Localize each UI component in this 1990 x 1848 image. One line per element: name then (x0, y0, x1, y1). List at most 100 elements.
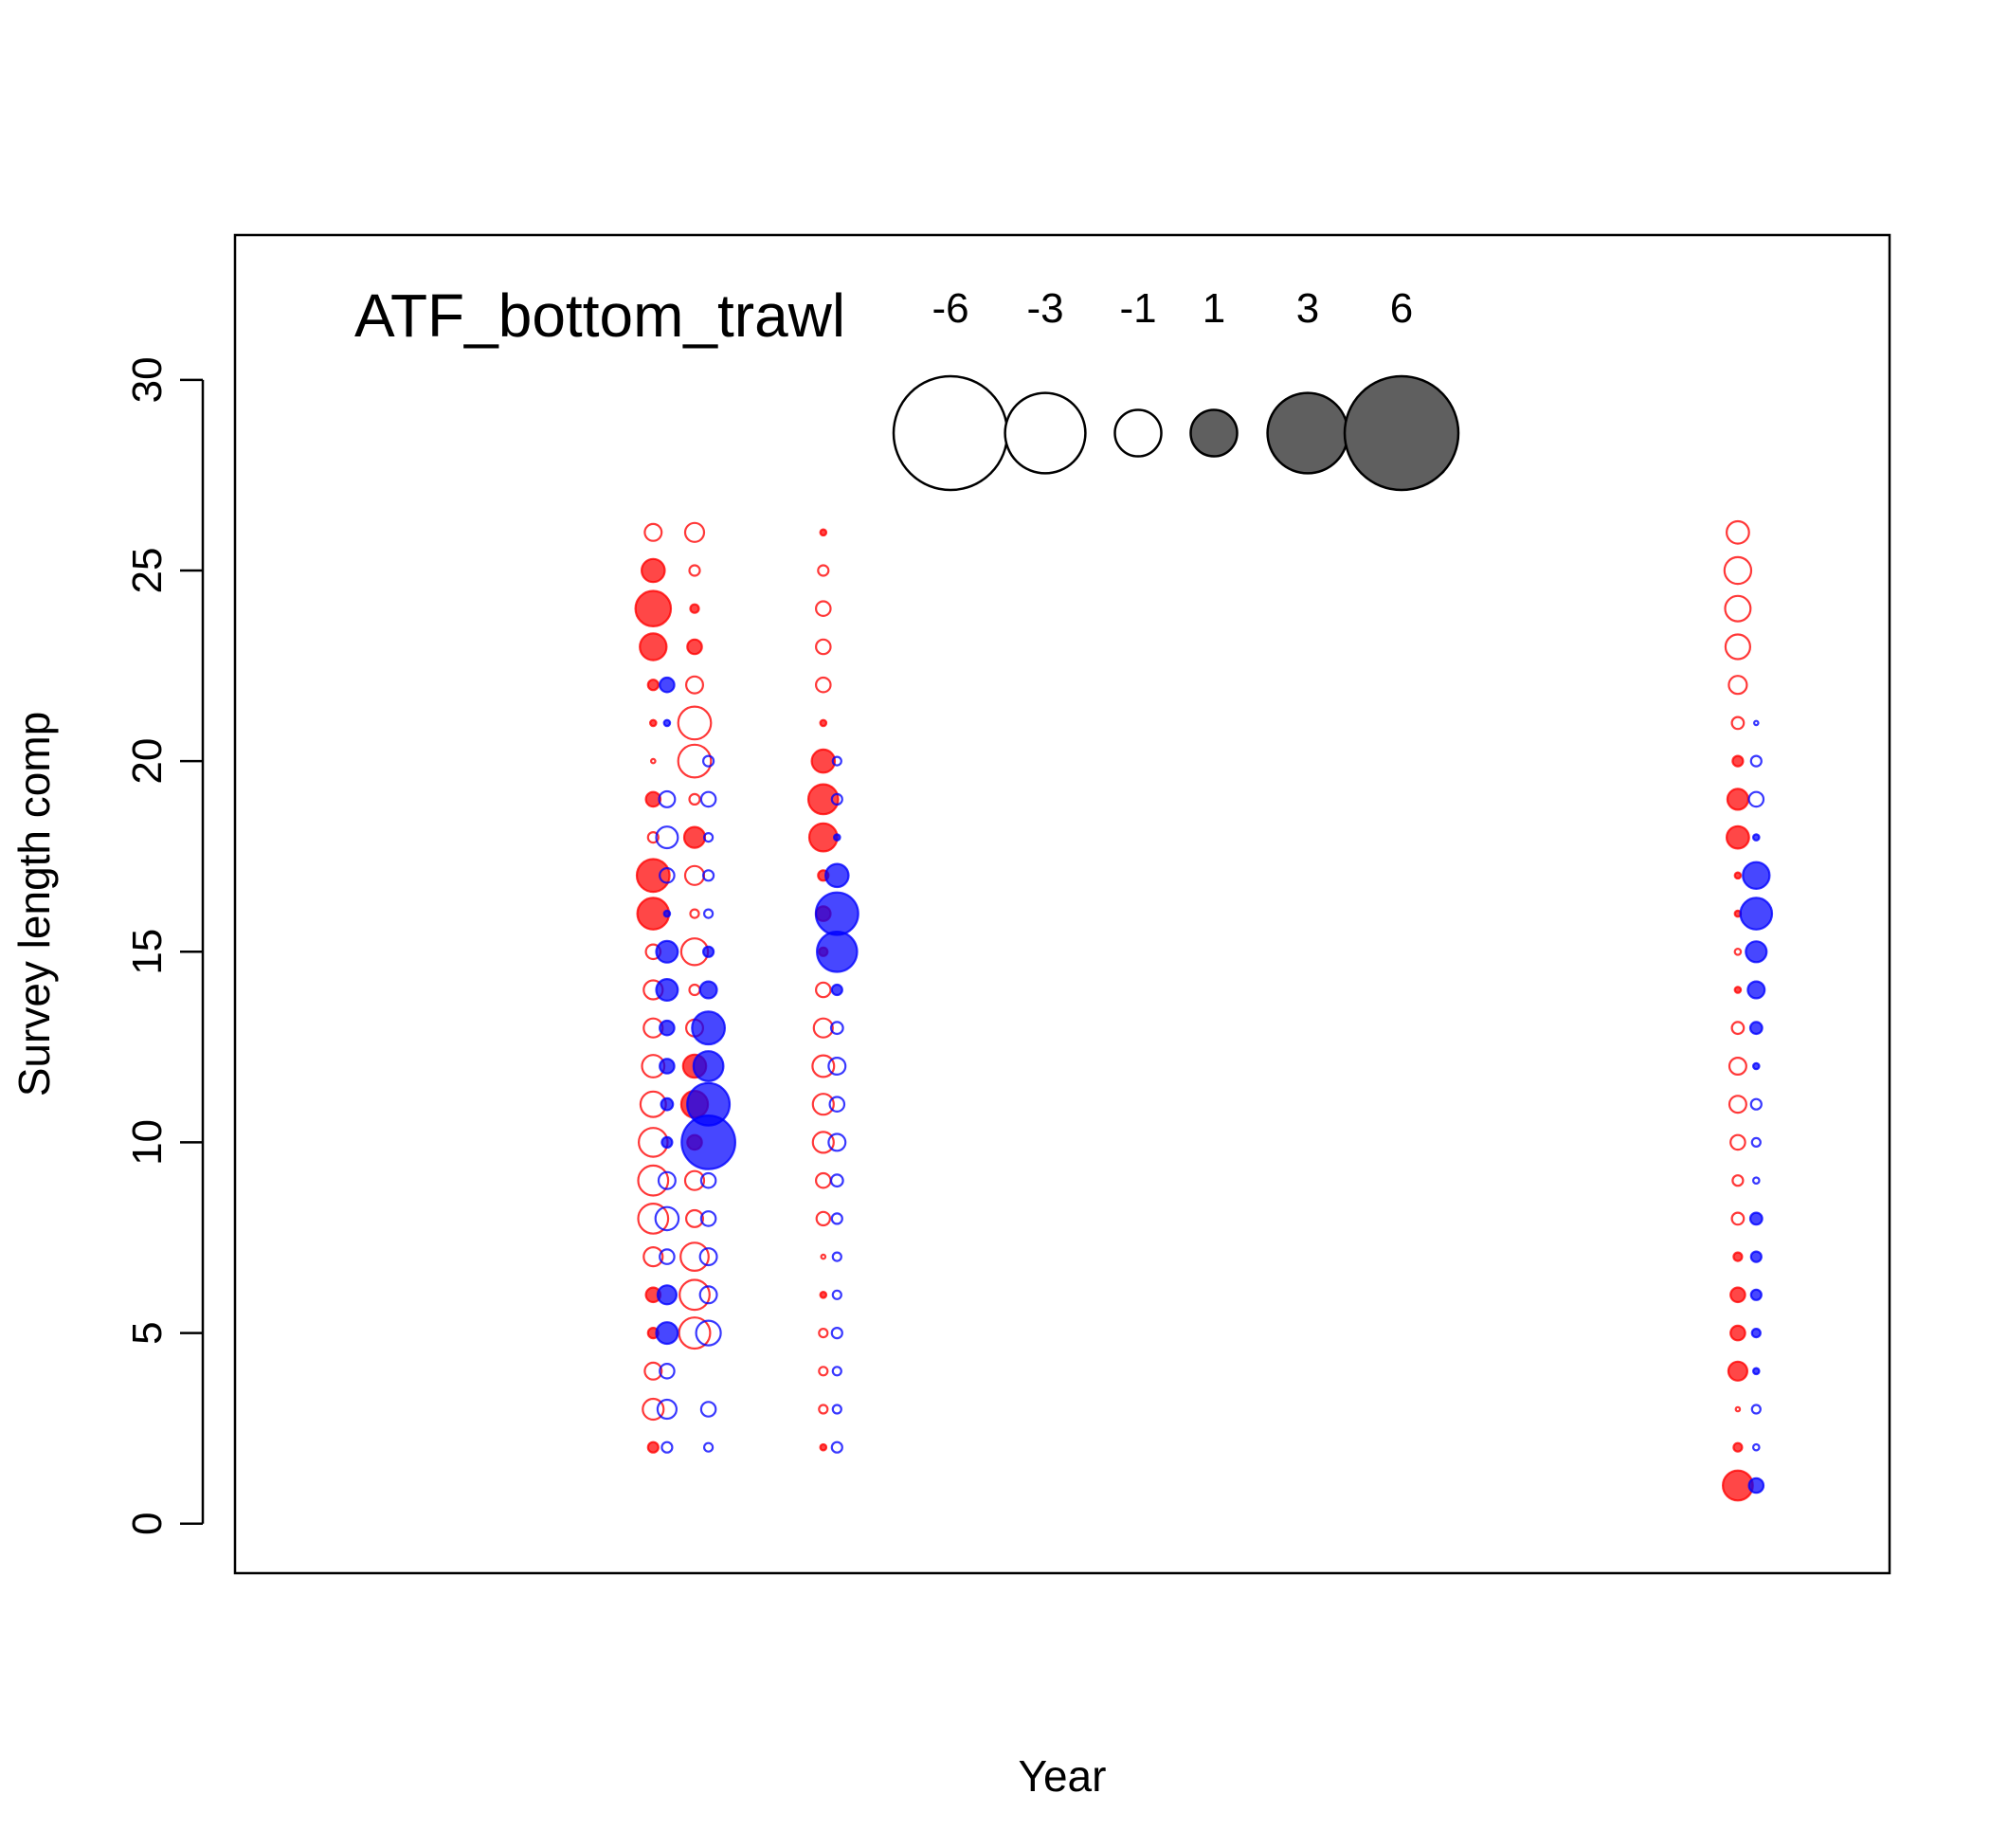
legend-bubble-3 (1189, 408, 1239, 458)
bubble-s1-62 (811, 1093, 835, 1116)
bubble-s2-15 (656, 1284, 678, 1306)
bubble-s1-4 (646, 679, 660, 692)
bubble-s2-34 (698, 1285, 718, 1305)
bubble-s2-0 (659, 676, 676, 694)
bubble-s1-46 (678, 1316, 712, 1350)
bubble-s1-53 (810, 748, 837, 774)
bubble-s2-71 (1749, 1250, 1763, 1263)
bubble-s1-1 (640, 557, 666, 584)
legend-label-0: -6 (932, 285, 968, 332)
bubble-s2-55 (831, 1404, 842, 1415)
bubble-s2-13 (654, 1205, 680, 1232)
bubble-s2-6 (655, 939, 679, 964)
bubble-s2-61 (1742, 861, 1771, 891)
bubble-s2-5 (662, 909, 672, 918)
bubble-s2-72 (1749, 1288, 1763, 1301)
bubble-s2-77 (1747, 1477, 1765, 1495)
bubble-s2-30 (680, 1114, 736, 1170)
bubble-s2-12 (657, 1170, 677, 1190)
bubble-s1-67 (819, 1291, 828, 1299)
bubble-s2-53 (830, 1326, 843, 1340)
bubble-s1-81 (1733, 871, 1743, 880)
bubble-s1-42 (683, 1169, 706, 1191)
bubble-s1-85 (1730, 1021, 1746, 1036)
bubble-s2-23 (701, 869, 715, 882)
bubble-s2-56 (830, 1440, 843, 1454)
bubble-s1-63 (811, 1131, 835, 1154)
bubble-s2-3 (655, 825, 679, 850)
bubble-s1-9 (635, 858, 671, 894)
legend-bubble-2 (1113, 408, 1163, 458)
bubble-s1-95 (1734, 1405, 1742, 1413)
bubble-s1-61 (811, 1054, 836, 1078)
bubble-s2-49 (829, 1173, 844, 1188)
bubble-s2-75 (1750, 1404, 1762, 1415)
bubble-s2-62 (1739, 897, 1774, 931)
y-tick-label-0: 0 (124, 1512, 171, 1534)
bubble-s2-17 (659, 1363, 676, 1380)
bubble-s1-91 (1732, 1251, 1744, 1262)
legend-label-3: 1 (1203, 285, 1225, 332)
bubble-s1-33 (682, 825, 707, 849)
bubble-s1-22 (643, 1361, 663, 1381)
bubble-s1-0 (643, 522, 663, 542)
bubble-s2-7 (655, 977, 679, 1002)
bubble-s2-39 (830, 792, 843, 806)
bubble-s1-43 (684, 1208, 704, 1228)
bubble-s1-23 (642, 1397, 665, 1422)
bubble-s2-48 (827, 1132, 847, 1152)
bubble-s1-89 (1731, 1174, 1745, 1187)
bubble-s1-8 (646, 830, 660, 844)
bubble-s2-8 (659, 1019, 676, 1037)
bubble-s2-44 (830, 983, 843, 997)
bubble-s2-45 (829, 1021, 844, 1036)
bubble-s1-31 (677, 743, 713, 779)
panel-label: ATF_bottom_trawl (354, 281, 845, 350)
bubble-s2-68 (1750, 1136, 1762, 1149)
bubble-s2-2 (658, 789, 677, 808)
bubble-s1-6 (649, 757, 657, 765)
bubble-s1-52 (819, 718, 828, 728)
bubble-s2-27 (691, 1010, 726, 1046)
bubble-s2-50 (830, 1212, 843, 1225)
bubble-s2-14 (659, 1248, 676, 1265)
bubble-s2-21 (699, 790, 717, 808)
bubble-s1-35 (689, 908, 700, 919)
bubble-s1-90 (1730, 1211, 1746, 1226)
bubble-s1-93 (1729, 1324, 1746, 1342)
bubble-s2-24 (702, 908, 715, 919)
bubble-s1-48 (817, 564, 830, 577)
bubble-s1-94 (1727, 1360, 1749, 1382)
bubble-s2-26 (698, 980, 718, 1000)
bubble-s2-65 (1748, 1021, 1764, 1036)
bubble-s2-16 (655, 1321, 679, 1346)
bubble-s1-73 (1723, 555, 1753, 586)
y-axis: 0 5 10 15 20 25 30 (124, 356, 205, 1535)
bubble-s1-29 (684, 675, 704, 695)
bubble-s2-76 (1752, 1442, 1761, 1452)
y-tick-label-5: 5 (124, 1321, 171, 1344)
bubble-s1-60 (812, 1017, 834, 1039)
bubble-s1-28 (686, 638, 703, 656)
bubble-s1-50 (814, 638, 832, 656)
bubble-s2-9 (659, 1058, 676, 1075)
bubble-s2-59 (1747, 790, 1765, 808)
bubble-s1-79 (1726, 788, 1750, 811)
legend-label-5: 6 (1390, 285, 1413, 332)
bubble-s2-36 (699, 1401, 717, 1418)
legend-bubble-1 (1004, 391, 1087, 475)
bubble-s2-4 (659, 866, 676, 884)
bubble-s1-47 (819, 528, 828, 537)
bubble-s1-69 (818, 1366, 829, 1377)
bubble-s2-33 (698, 1247, 718, 1267)
bubble-s1-75 (1724, 633, 1752, 661)
bubble-s1-17 (637, 1164, 670, 1197)
y-tick-label-20: 20 (124, 738, 171, 785)
bubble-s2-1 (662, 718, 672, 728)
y-tick-label-10: 10 (124, 1119, 171, 1166)
bubble-s2-70 (1748, 1211, 1764, 1226)
y-tick-label-25: 25 (124, 548, 171, 594)
y-axis-title: Survey length comp (9, 712, 59, 1097)
bubble-s2-43 (815, 930, 859, 973)
